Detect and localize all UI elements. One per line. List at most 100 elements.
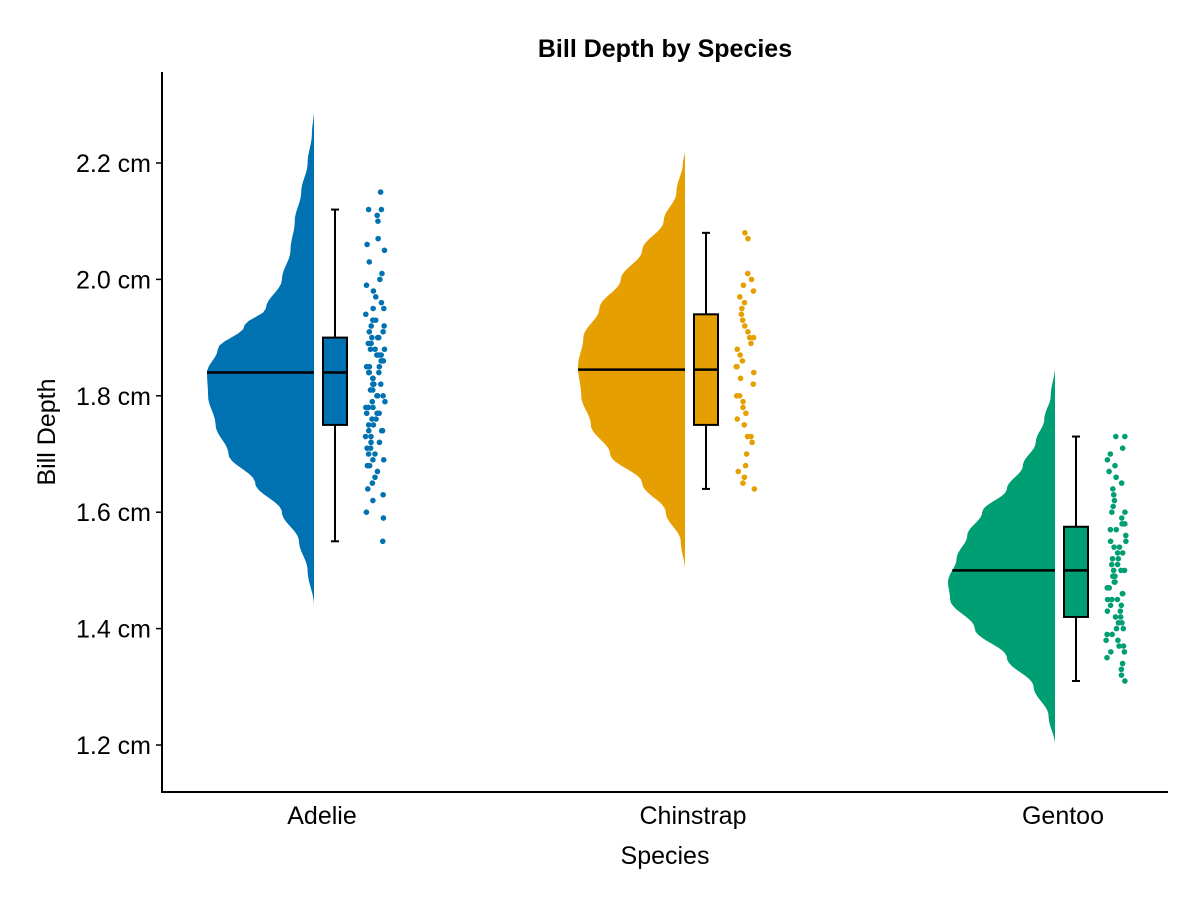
data-point [1119,550,1126,556]
data-point [365,427,372,434]
data-point [735,468,742,475]
data-point [1119,445,1126,451]
data-point [369,416,375,422]
data-point [370,305,376,312]
data-point [1123,532,1129,539]
box-iqr [322,336,348,426]
data-point [750,288,757,294]
x-axis: Adelie Chinstrap Gentoo [287,802,1104,830]
y-tick-label: 2.0 cm [76,266,151,294]
data-point [372,451,378,457]
data-point [744,270,751,277]
y-tick-label: 1.2 cm [76,732,151,760]
data-point [365,451,372,457]
data-point [1110,486,1116,492]
data-point [366,363,373,370]
data-point [364,462,371,469]
data-point [1119,590,1126,597]
series-gentoo [948,366,1129,745]
data-point [1113,625,1120,632]
data-point [378,427,385,434]
data-point [1104,631,1110,638]
data-point [368,323,375,329]
data-point [748,433,754,440]
data-point [1116,643,1122,649]
data-point [1104,608,1111,614]
data-point [1107,451,1114,457]
data-point [1112,433,1119,440]
x-tick-label: Chinstrap [640,802,747,830]
data-point [1122,509,1128,515]
data-point [377,276,383,283]
y-tick-label: 1.8 cm [76,383,151,411]
data-point [370,404,376,411]
plot-area [207,110,1129,745]
data-point [378,299,385,306]
data-point [370,422,377,428]
data-point [745,328,751,335]
data-point [374,393,380,399]
data-point [364,241,370,248]
data-point [381,323,387,329]
data-point [1115,637,1121,644]
data-point [733,393,740,399]
data-point [364,486,371,492]
data-point [741,422,748,428]
data-point [380,457,387,463]
data-point [378,206,385,213]
data-point [1107,538,1114,545]
data-point [1120,643,1127,649]
data-point [739,317,746,323]
data-point [375,235,381,242]
data-point [750,381,757,387]
data-point [746,334,753,341]
data-point [1108,649,1114,655]
data-point [740,398,746,405]
data-point [367,346,374,353]
data-point [372,294,379,300]
data-point [1112,462,1118,469]
data-point [370,457,376,463]
data-point [364,445,370,451]
y-tick-label: 1.6 cm [76,499,151,527]
data-point [1104,654,1110,661]
data-point [363,282,370,289]
data-point [1110,573,1116,580]
data-point [381,247,388,254]
data-point [1109,509,1115,515]
data-point [370,317,376,323]
data-point [734,416,741,422]
data-point [363,404,369,411]
data-point [363,509,370,515]
data-point [739,358,746,364]
data-point [368,439,374,446]
data-point [381,305,387,312]
data-point [369,375,376,382]
box-iqr [1063,525,1089,618]
data-point [370,497,376,504]
data-point [368,433,374,440]
x-axis-label: Species [621,842,710,870]
data-point [741,323,748,329]
y-axis: 1.2 cm 1.4 cm 1.6 cm 1.8 cm 2.0 cm 2.2 cm [76,150,162,760]
data-point [365,206,372,213]
series-adelie [207,110,388,606]
data-point [380,491,386,498]
data-point [1109,596,1115,603]
data-point [737,352,743,358]
data-point [376,439,383,446]
data-point [379,270,385,277]
data-point [1104,585,1111,591]
data-point [369,381,376,387]
data-point [380,393,386,399]
data-point [365,369,372,376]
data-point [1109,631,1115,638]
data-point [1115,555,1122,562]
data-point [380,328,386,335]
data-point [363,410,370,417]
x-tick-label: Adelie [287,802,357,830]
data-point [1114,596,1121,603]
chart-title: Bill Depth by Species [538,35,792,63]
data-point [369,387,376,393]
data-point [365,422,372,428]
